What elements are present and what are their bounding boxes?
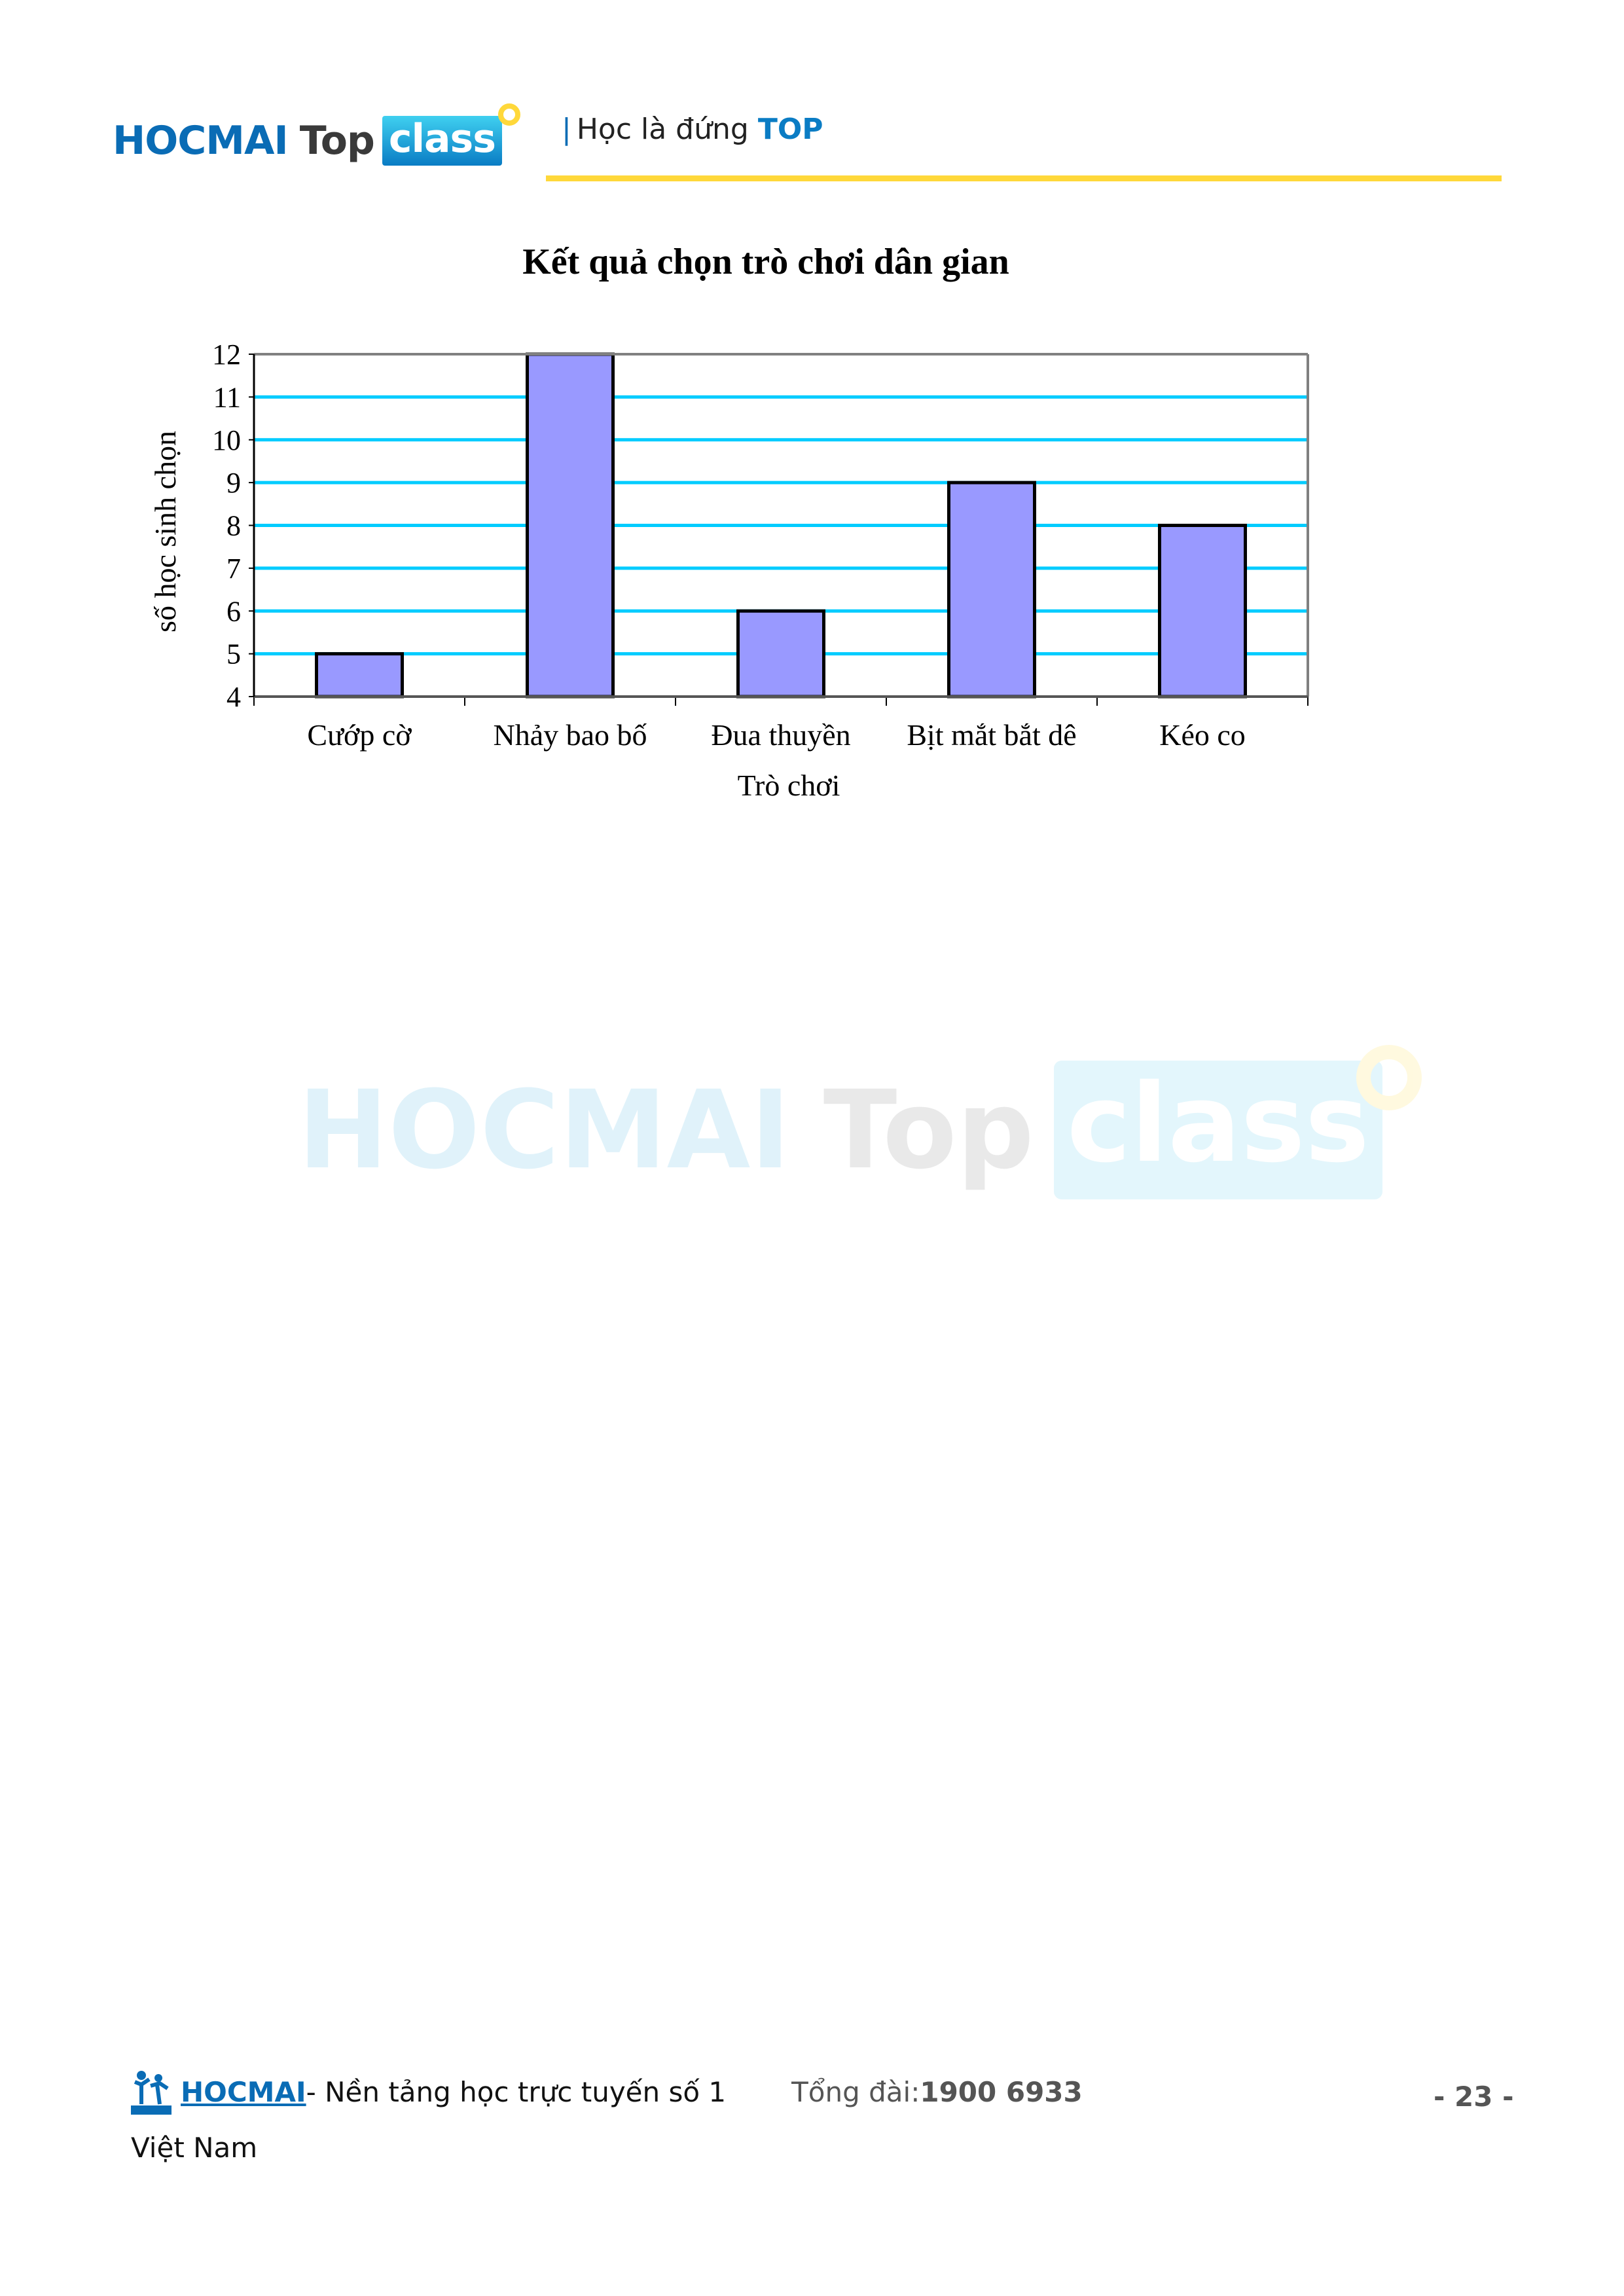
footer-tagline: - Nền tảng học trực tuyến số 1 <box>306 2075 727 2108</box>
chart-title: Kết quả chọn trò chơi dân gian <box>522 242 1009 282</box>
footer: HOCMAI - Nền tảng học trực tuyến số 1 Tổ… <box>131 2069 1083 2164</box>
x-tick-label: Bịt mắt bắt dê <box>907 718 1076 752</box>
slogan-text: Học là đứng <box>576 113 749 146</box>
footer-hocmai-link[interactable]: HOCMAI <box>181 2075 306 2108</box>
gear-icon <box>1356 1045 1422 1110</box>
y-tick-label: 6 <box>226 595 241 627</box>
slogan-accent: TOP <box>757 113 823 146</box>
slogan-divider: | <box>562 113 571 146</box>
hotline-label: Tổng đài: <box>791 2075 920 2108</box>
header-divider <box>546 175 1502 181</box>
page-number: - 23 - <box>1434 2081 1514 2113</box>
y-tick-label: 4 <box>226 681 241 713</box>
watermark-logo: HOCMAI Top class <box>298 1045 1422 1199</box>
x-tick-label: Kéo co <box>1159 718 1246 752</box>
y-tick-label: 7 <box>226 553 241 585</box>
y-tick-label: 8 <box>226 510 241 542</box>
x-tick-label: Đua thuyền <box>711 718 850 752</box>
x-tick-label: Nhảy bao bố <box>493 718 647 752</box>
x-axis-label: Trò chơi <box>738 769 840 802</box>
bar <box>526 352 615 699</box>
y-tick-label: 11 <box>213 381 241 413</box>
watermark-class: class <box>1053 1061 1382 1199</box>
hocmai-topclass-logo: HOCMAI Top class <box>113 103 520 170</box>
y-tick-label: 10 <box>212 424 241 456</box>
y-axis-label: số học sinh chọn <box>149 431 182 632</box>
footer-tagline-2: Việt Nam <box>131 2132 258 2164</box>
bar-chart: Kết quả chọn trò chơi dân gian 4 5 6 7 8 9 10 1… <box>149 242 1309 802</box>
bar <box>1158 524 1247 699</box>
bar <box>736 609 825 699</box>
slogan: | Học là đứng TOP <box>562 113 823 146</box>
logo-hocmai: HOCMAI <box>113 118 289 164</box>
hotline-number: 1900 6933 <box>920 2075 1083 2108</box>
y-tick-label: 12 <box>212 338 241 371</box>
hocmai-people-icon <box>131 2069 171 2115</box>
logo-top: Top <box>299 118 375 164</box>
x-tick-label: Cướp cờ <box>307 718 412 752</box>
watermark-top: Top <box>823 1067 1034 1193</box>
y-tick-label: 9 <box>226 467 241 499</box>
y-tick-label: 5 <box>226 638 241 670</box>
watermark-hocmai: HOCMAI <box>298 1067 791 1193</box>
bar <box>315 652 404 699</box>
logo-class: class <box>382 116 502 166</box>
gear-icon <box>497 103 520 126</box>
bar <box>947 481 1036 699</box>
